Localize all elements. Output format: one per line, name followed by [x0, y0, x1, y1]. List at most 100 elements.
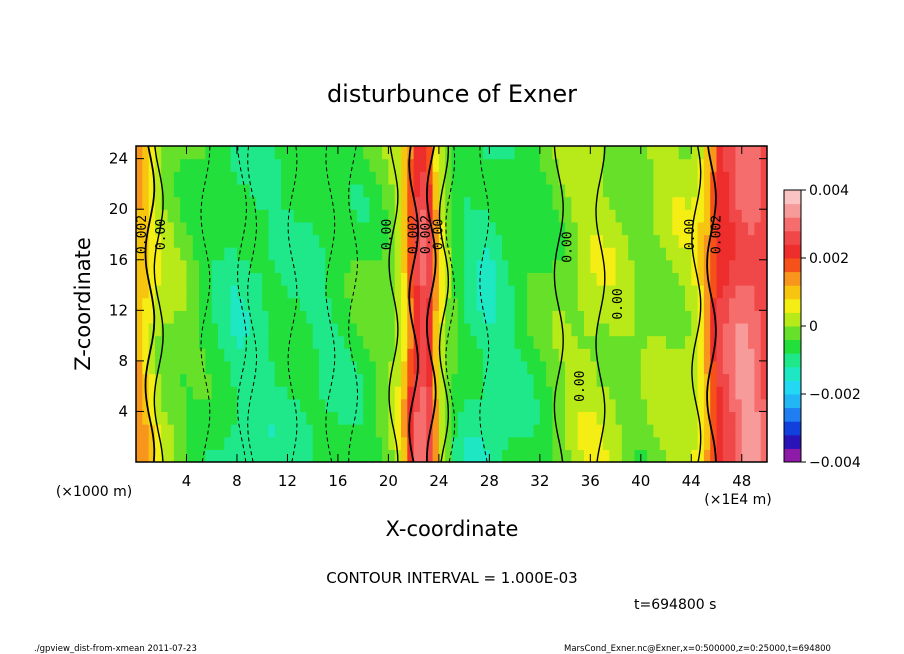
heatmap-cell — [489, 335, 497, 349]
heatmap-cell — [501, 196, 509, 210]
heatmap-cell — [413, 146, 421, 160]
heatmap-cell — [293, 335, 301, 349]
heatmap-cell — [186, 322, 194, 337]
heatmap-cell — [356, 259, 364, 273]
heatmap-cell — [262, 209, 270, 223]
heatmap-cell — [514, 310, 522, 324]
heatmap-cell — [609, 449, 617, 462]
heatmap-cell — [584, 411, 591, 425]
heatmap-cell — [236, 348, 244, 362]
heatmap-cell — [659, 373, 667, 387]
heatmap-cell — [748, 360, 755, 375]
heatmap-cell — [136, 449, 143, 462]
heatmap-cell — [546, 310, 554, 324]
heatmap-cell — [621, 146, 629, 160]
heatmap-cell — [584, 449, 591, 462]
heatmap-cell — [337, 196, 345, 210]
heatmap-cell — [653, 373, 661, 387]
heatmap-cell — [539, 247, 547, 261]
heatmap-cell — [577, 259, 585, 273]
heatmap-cell — [590, 310, 598, 324]
heatmap-cell — [501, 386, 509, 400]
heatmap-cell — [495, 146, 503, 160]
heatmap-cell — [394, 146, 402, 160]
heatmap-cell — [653, 335, 661, 349]
contour-negative — [287, 146, 298, 462]
heatmap-cell — [735, 360, 743, 375]
heatmap-cell — [735, 386, 743, 400]
heatmap-cell — [552, 234, 560, 248]
heatmap-cell — [691, 348, 699, 362]
heatmap-cell — [703, 449, 711, 462]
heatmap-cell — [262, 398, 270, 413]
contour-interval-text: CONTOUR INTERVAL = 1.000E-03 — [326, 569, 577, 587]
heatmap-cell — [281, 322, 289, 337]
heatmap-cell — [199, 285, 207, 299]
heatmap-cell — [760, 259, 767, 273]
heatmap-cell — [596, 247, 604, 261]
heatmap-cell — [167, 196, 175, 210]
heatmap-cell — [539, 398, 547, 413]
heatmap-cell — [445, 285, 453, 299]
heatmap-cell — [211, 259, 219, 273]
heatmap-cell — [684, 436, 692, 450]
heatmap-cell — [584, 310, 591, 324]
heatmap-cell — [754, 373, 762, 387]
heatmap-cell — [236, 398, 244, 413]
heatmap-cell — [337, 247, 345, 261]
heatmap-cell — [659, 322, 667, 337]
heatmap-cell — [218, 209, 225, 223]
heatmap-cell — [173, 183, 181, 198]
heatmap-cell — [180, 436, 188, 450]
heatmap-cell — [331, 322, 339, 337]
heatmap-cell — [741, 373, 749, 387]
heatmap-cell — [760, 158, 767, 172]
heatmap-cell — [483, 196, 490, 210]
heatmap-cell — [741, 348, 749, 362]
heatmap-cell — [274, 209, 282, 223]
heatmap-cell — [154, 171, 162, 185]
heatmap-cell — [236, 310, 244, 324]
heatmap-cell — [211, 322, 219, 337]
heatmap-cell — [508, 272, 516, 286]
heatmap-cell — [508, 146, 516, 160]
heatmap-cell — [356, 348, 364, 362]
heatmap-cell — [748, 398, 755, 413]
heatmap-cell — [142, 183, 150, 198]
heatmap-cell — [142, 285, 150, 299]
heatmap-cell — [382, 196, 389, 210]
heatmap-cell — [344, 373, 352, 387]
heatmap-cell — [363, 322, 371, 337]
heatmap-cell — [520, 221, 528, 236]
heatmap-cell — [306, 183, 314, 198]
heatmap-cell — [508, 449, 516, 462]
heatmap-cell — [628, 297, 636, 311]
heatmap-cell — [691, 234, 699, 248]
heatmap-cell — [363, 196, 371, 210]
heatmap-cell — [199, 259, 207, 273]
heatmap-cell — [445, 196, 453, 210]
heatmap-cell — [615, 398, 623, 413]
heatmap-cell — [262, 335, 270, 349]
heatmap-cell — [678, 322, 686, 337]
contour-line — [144, 146, 156, 462]
heatmap-cell — [539, 310, 547, 324]
heatmap-cell — [300, 398, 307, 413]
heatmap-cell — [602, 234, 610, 248]
heatmap-cell — [678, 335, 686, 349]
heatmap-cell — [401, 449, 408, 462]
heatmap-cell — [154, 411, 162, 425]
heatmap-cell — [287, 297, 295, 311]
heatmap-cell — [571, 221, 579, 236]
heatmap-cell — [401, 247, 408, 261]
heatmap-cell — [249, 171, 257, 185]
contour-label: 0.002 — [419, 215, 434, 254]
heatmap-cell — [483, 449, 490, 462]
heatmap-cell — [394, 411, 402, 425]
heatmap-cell — [558, 259, 566, 273]
heatmap-cell — [312, 322, 320, 337]
heatmap-cell — [489, 247, 497, 261]
heatmap-cell — [356, 234, 364, 248]
heatmap-cell — [609, 221, 617, 236]
heatmap-cell — [281, 449, 289, 462]
